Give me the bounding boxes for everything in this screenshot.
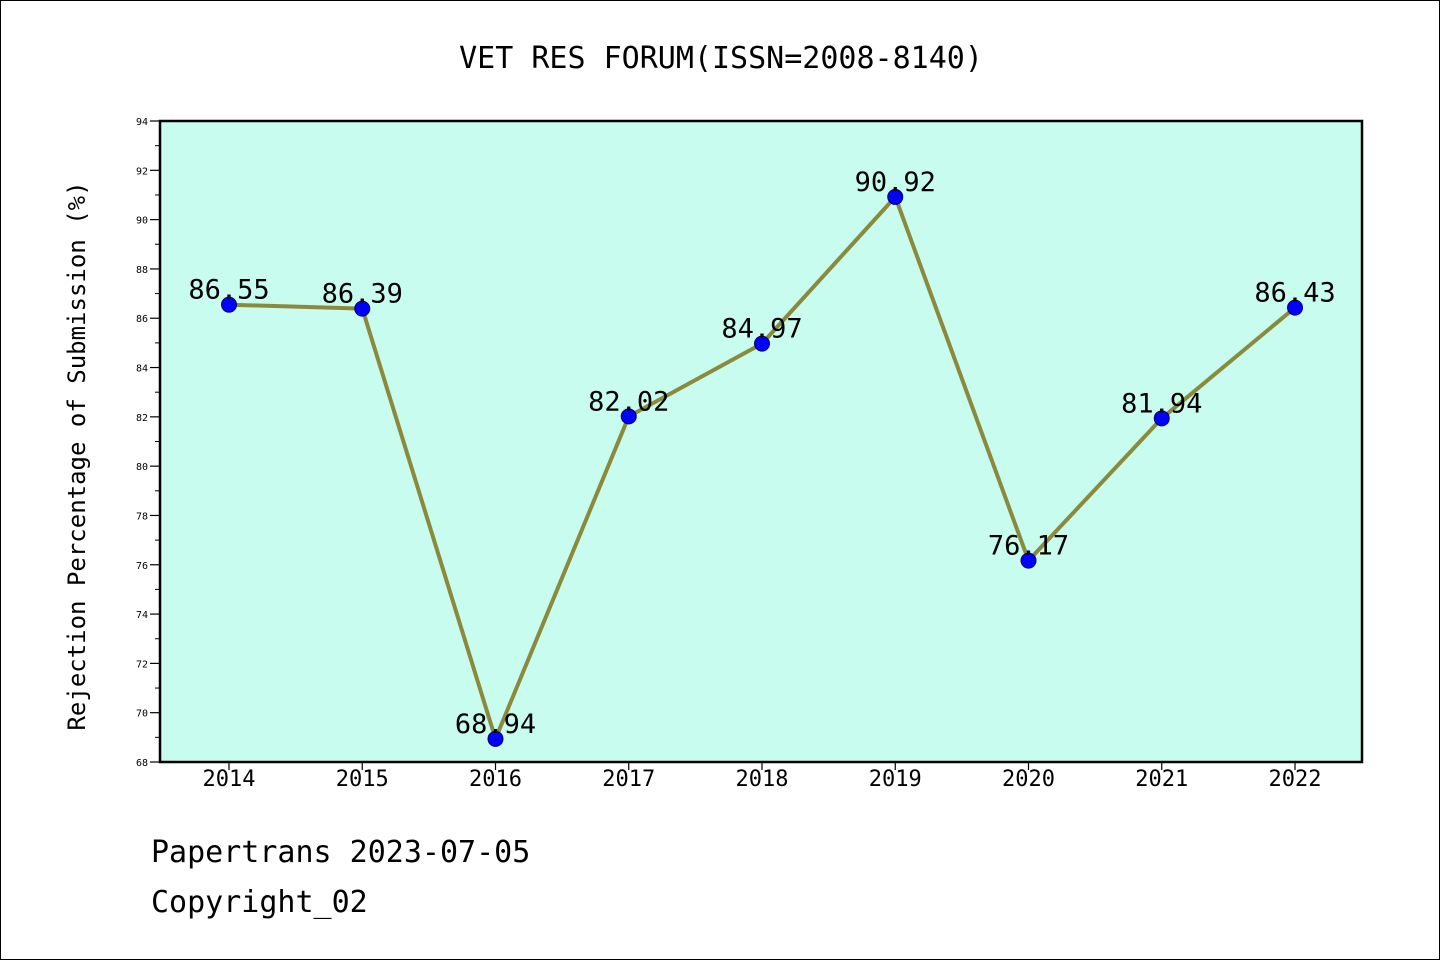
plot-area: [158, 119, 1364, 764]
y-tick-label: 68: [136, 758, 148, 769]
data-point: [887, 188, 904, 205]
data-label: 68.94: [455, 709, 536, 740]
data-label: 84.97: [721, 314, 802, 345]
series-points: [221, 188, 1303, 747]
data-label: 90.92: [855, 167, 936, 198]
data-label: 76.17: [988, 531, 1069, 562]
x-tick-label: 2021: [1135, 767, 1188, 792]
x-tick-label: 2019: [869, 767, 922, 792]
x-tick-label: 2016: [469, 767, 522, 792]
data-point: [754, 335, 770, 352]
y-tick-label: 80: [136, 462, 148, 473]
y-tick-label: 74: [136, 610, 148, 621]
data-label: 81.94: [1121, 388, 1202, 419]
footer-date: Papertrans 2023-07-05: [151, 835, 531, 870]
y-tick-label: 94: [136, 117, 148, 128]
y-tick-label: 86: [136, 314, 148, 325]
data-point: [221, 296, 237, 313]
x-tick-label: 2017: [602, 767, 655, 792]
x-tick-label: 2015: [336, 767, 389, 792]
x-tick-label: 2018: [736, 767, 789, 792]
data-point: [487, 730, 504, 747]
data-point: [354, 300, 371, 317]
y-axis-label: Rejection Percentage of Submission (%): [63, 181, 91, 730]
data-point: [620, 408, 637, 425]
y-tick-label: 90: [136, 216, 148, 227]
data-label: 82.02: [588, 386, 669, 417]
data-label: 86.55: [188, 275, 269, 306]
data-label: 86.39: [322, 279, 403, 310]
data-point: [1153, 410, 1170, 427]
y-tick-label: 88: [136, 265, 148, 276]
y-tick-label: 70: [136, 709, 148, 720]
x-tick-label: 2022: [1269, 767, 1322, 792]
y-tick-label: 76: [136, 561, 148, 572]
y-tick-label: 72: [136, 659, 148, 670]
data-point: [1020, 552, 1037, 569]
y-tick-label: 78: [136, 511, 148, 522]
footer-copyright: Copyright_02: [151, 885, 368, 920]
y-tick-label: 84: [136, 364, 148, 375]
data-labels: 86.55 86.39 68.94 82.02 84.97 90.92 76.17 81.94…: [188, 167, 1335, 740]
chart-title: VET RES FORUM(ISSN=2008-8140): [459, 41, 983, 76]
y-tick-label: 92: [136, 166, 148, 177]
x-axis-ticks: 2014 2015 2016 2017 2018 2019 2020 2021 2022: [203, 762, 1322, 792]
data-label: 86.43: [1254, 278, 1335, 309]
y-tick-label: 82: [136, 413, 148, 424]
x-tick-label: 2020: [1002, 767, 1055, 792]
data-point: [1287, 299, 1303, 316]
x-tick-label: 2014: [203, 767, 256, 792]
y-axis-ticks: 68 70 72 74 76 78 80 82 84 86 88 90 92 94: [136, 117, 160, 769]
